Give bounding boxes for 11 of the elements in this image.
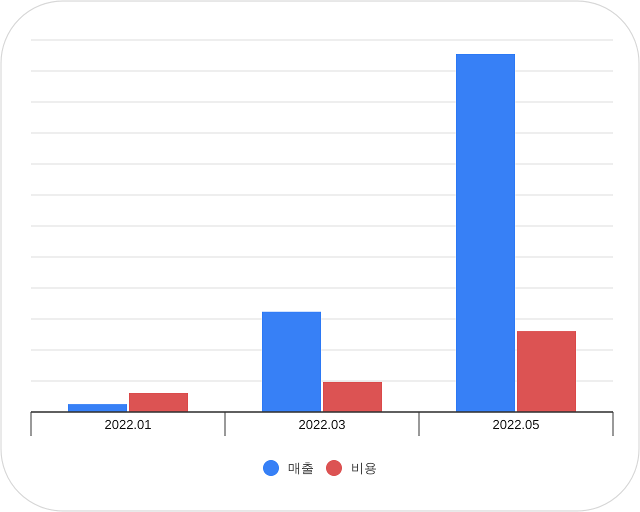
legend-label: 매출 [288,460,314,476]
bar [517,331,576,412]
bar [129,393,188,412]
x-tick-label: 2022.03 [298,417,346,432]
bar [323,382,382,412]
bar [68,404,127,412]
x-tick-label: 2022.05 [492,417,540,432]
legend-label: 비용 [351,460,377,476]
x-tick-label: 2022.01 [104,417,152,432]
bar [456,54,515,412]
bar [262,312,321,412]
